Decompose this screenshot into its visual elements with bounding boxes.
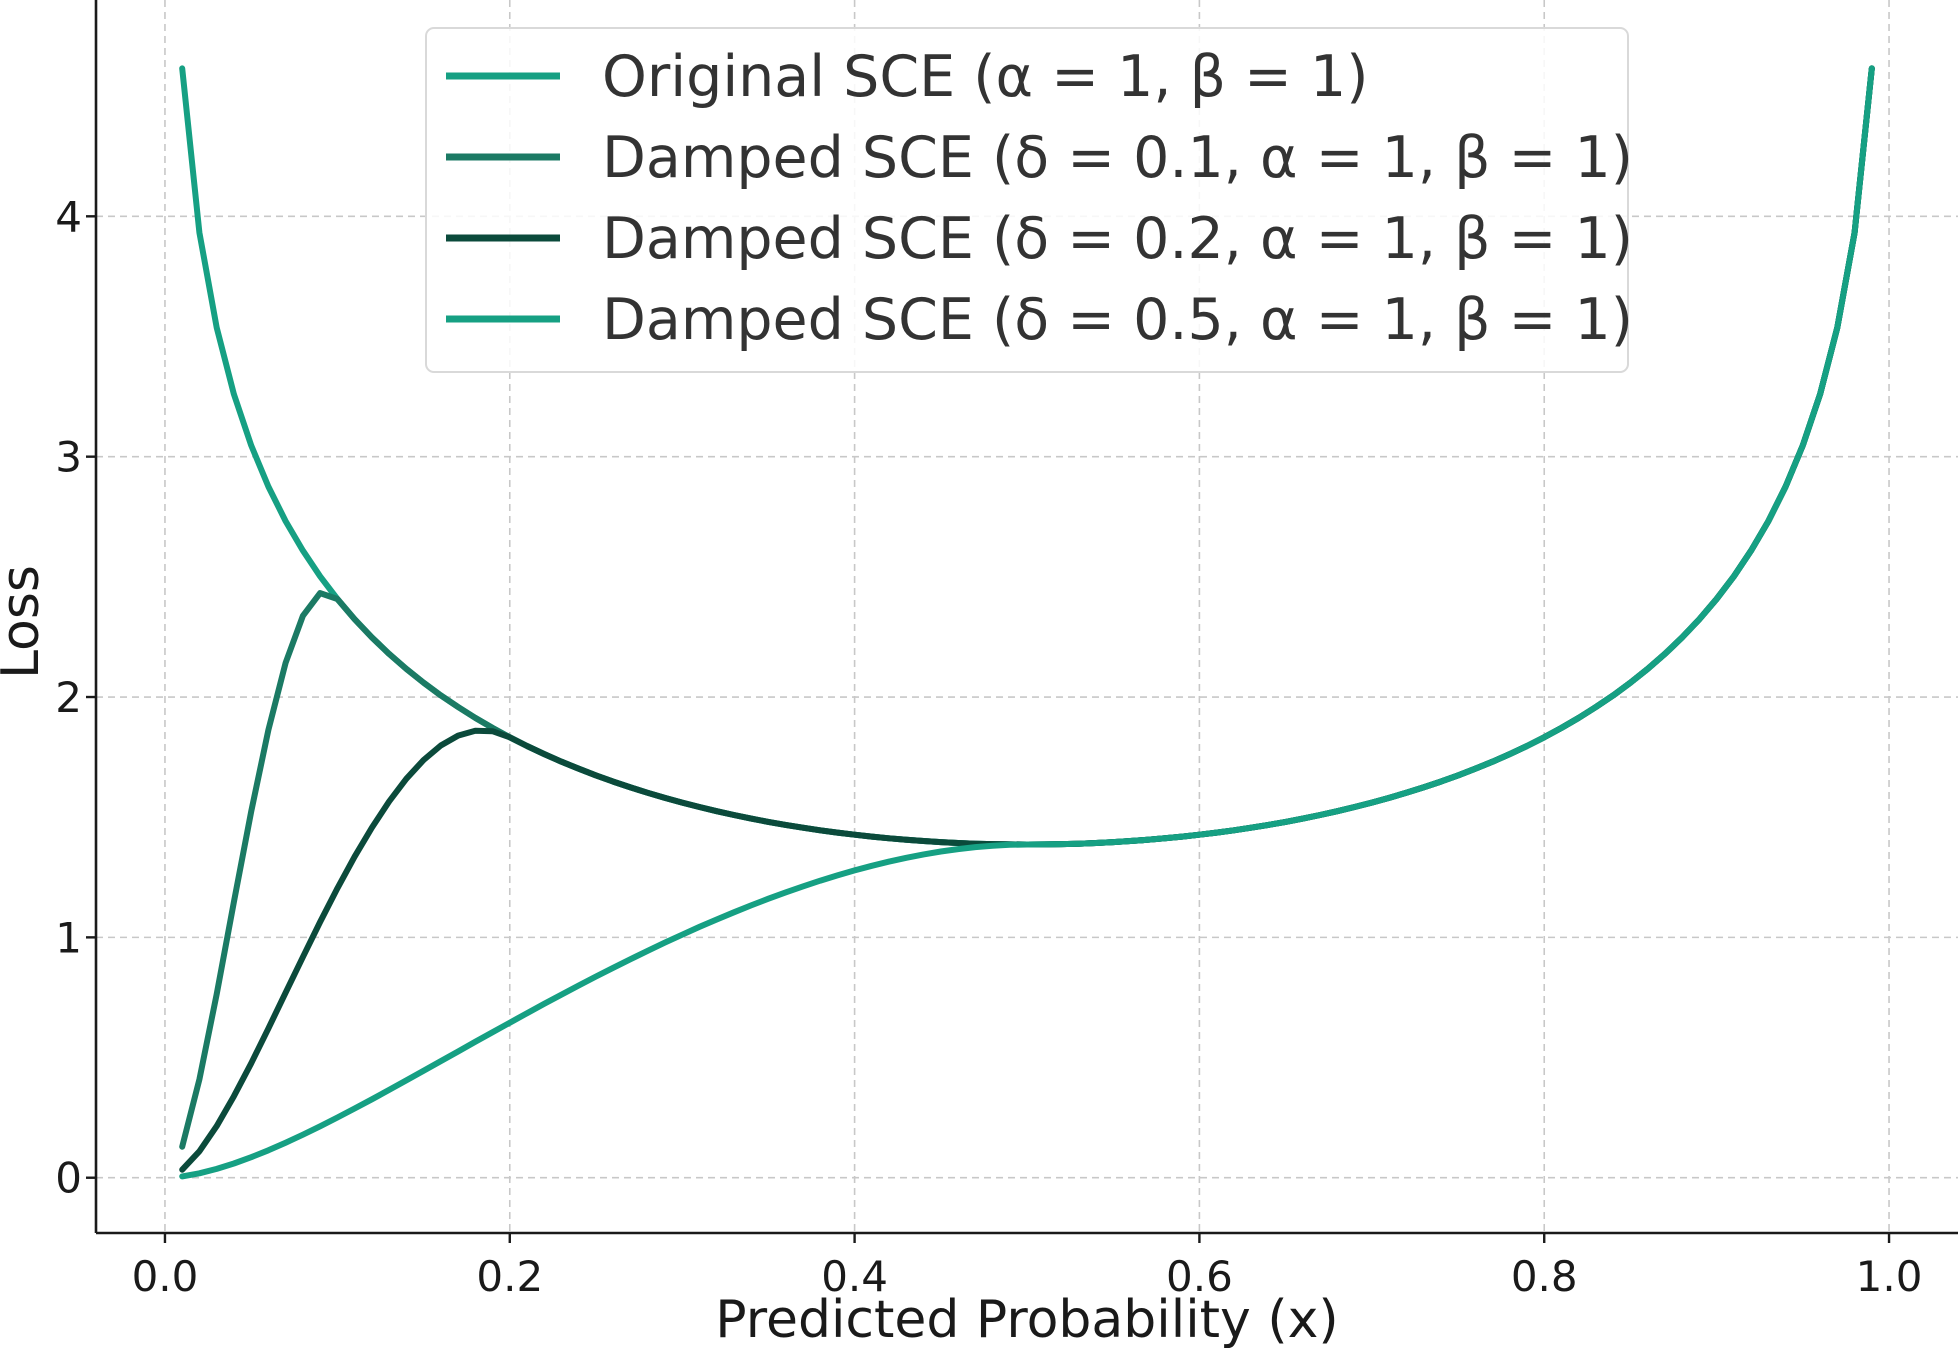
axes (94, 0, 1958, 1235)
x-tick-label: 1.0 (1856, 1252, 1923, 1301)
series-line-4 (179, 65, 1875, 1180)
x-axis-label: Predicted Probability (x) (715, 1290, 1338, 1350)
x-tick-label: 0.2 (476, 1252, 543, 1301)
y-tick-label: 4 (55, 192, 82, 241)
legend-label-2: Damped SCE (δ = 0.1, α = 1, β = 1) (602, 125, 1633, 191)
y-tick-label: 0 (55, 1154, 82, 1203)
x-tick-label: 0.4 (821, 1252, 888, 1301)
y-tick-label: 1 (55, 913, 82, 962)
y-axis-label: Loss (0, 565, 51, 679)
legend: Original SCE (α = 1, β = 1) Damped SCE (δ… (425, 27, 1633, 373)
legend-label-3: Damped SCE (δ = 0.2, α = 1, β = 1) (602, 206, 1633, 272)
y-tick-label: 2 (55, 673, 82, 722)
x-tick-label: 0.0 (132, 1252, 199, 1301)
x-tick-label: 0.6 (1166, 1252, 1233, 1301)
legend-label-4: Damped SCE (δ = 0.5, α = 1, β = 1) (602, 287, 1633, 353)
legend-label-1: Original SCE (α = 1, β = 1) (602, 44, 1368, 110)
legend-box (425, 27, 1629, 373)
x-tick-label: 0.8 (1511, 1252, 1578, 1301)
y-tick-label: 3 (55, 433, 82, 482)
series-lines (179, 65, 1875, 1180)
tick-labels: 0.0 0.2 0.4 0.6 0.8 1.0 0 1 2 3 4 (55, 192, 1922, 1301)
